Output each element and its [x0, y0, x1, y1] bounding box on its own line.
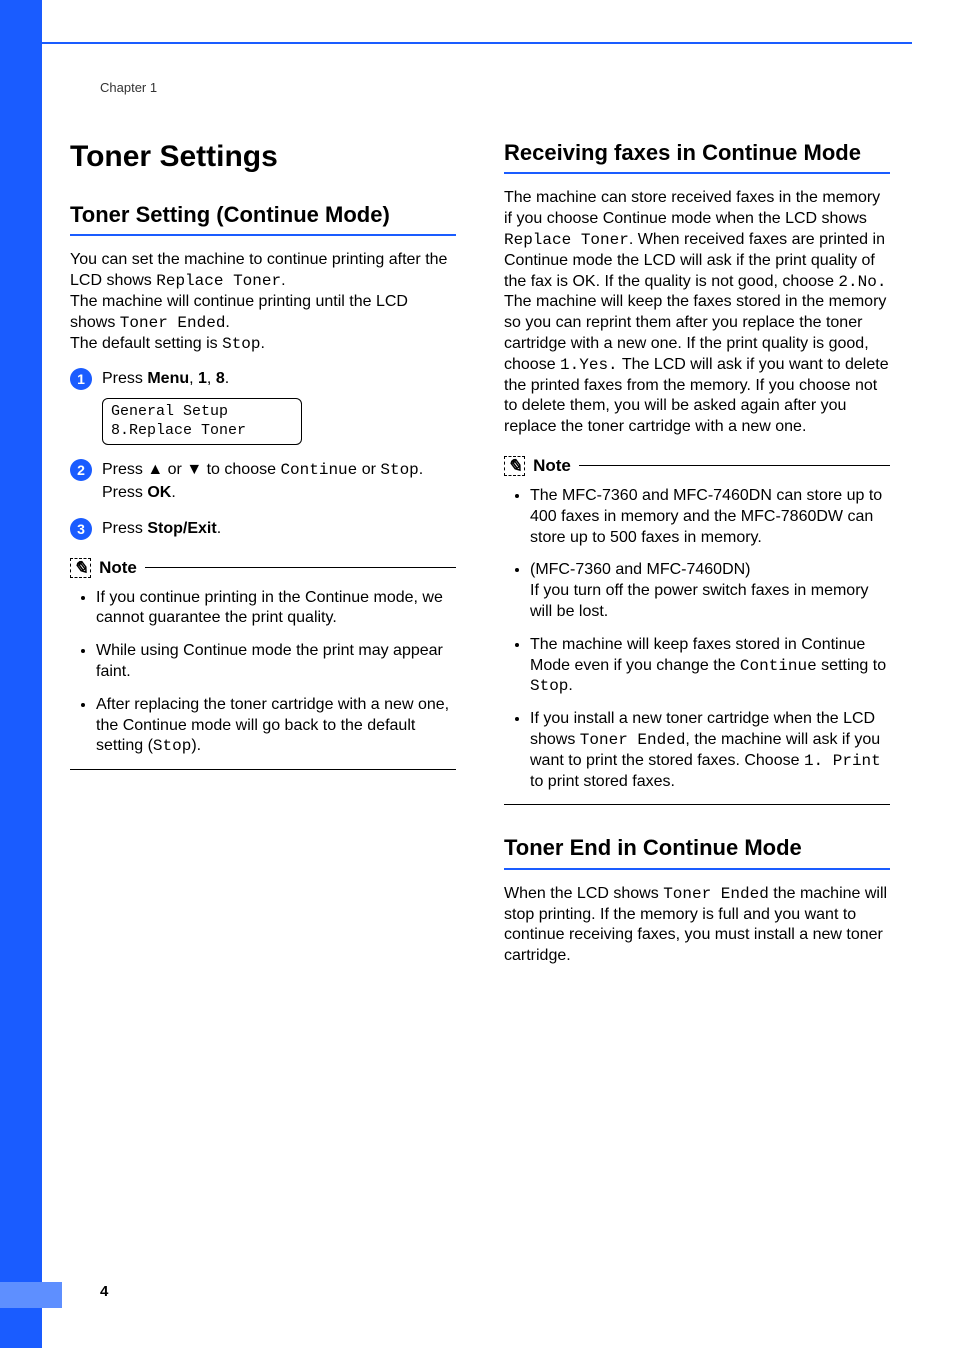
note-rule [579, 465, 890, 466]
option-text: Stop [380, 461, 418, 479]
step-3: 3 Press Stop/Exit. [70, 518, 456, 540]
note-label: Note [99, 558, 137, 578]
text: (MFC-7360 and MFC-7460DN) [530, 561, 751, 578]
key-label: Menu [147, 370, 189, 387]
note-bottom-rule [70, 769, 456, 770]
option-text: 1. Print [804, 752, 881, 770]
text: Press [102, 370, 147, 387]
text: . [261, 335, 265, 352]
text: to choose [202, 461, 280, 478]
top-rule [42, 42, 912, 44]
text: . [419, 461, 423, 478]
note-header: ✎ Note [504, 456, 890, 476]
note-item: The machine will keep faxes stored in Co… [530, 635, 890, 697]
note-list: The MFC-7360 and MFC-7460DN can store up… [530, 486, 890, 792]
note-item: While using Continue mode the print may … [96, 641, 456, 683]
option-text: 2.No. [838, 273, 886, 291]
text: or [163, 461, 186, 478]
note-label: Note [533, 456, 571, 476]
note-icon: ✎ [70, 558, 91, 578]
key-label: OK [147, 484, 171, 501]
key-label: 1 [198, 370, 207, 387]
lcd-text: Replace Toner [504, 231, 629, 249]
lcd-text: Toner Ended [663, 885, 769, 903]
note-icon: ✎ [504, 456, 525, 476]
text: Press [102, 461, 147, 478]
left-column: Toner Settings Toner Setting (Continue M… [70, 140, 456, 967]
text: After replacing the toner cartridge with… [96, 696, 449, 755]
note-item: If you continue printing in the Continue… [96, 588, 456, 630]
step-number-badge: 3 [70, 518, 92, 540]
text: The default setting is [70, 335, 222, 352]
chapter-label: Chapter 1 [100, 80, 157, 95]
lcd-display: General Setup 8.Replace Toner [102, 398, 302, 446]
lcd-text: Toner Ended [120, 314, 226, 332]
option-text: Continue [740, 657, 817, 675]
note-item: (MFC-7360 and MFC-7460DN) If you turn of… [530, 560, 890, 622]
text: setting to [817, 657, 886, 674]
text: , [207, 370, 216, 387]
note-list: If you continue printing in the Continue… [96, 588, 456, 758]
step-text: Press Menu, 1, 8. General Setup 8.Replac… [102, 368, 456, 445]
text: . [225, 370, 229, 387]
text: Press [102, 484, 147, 501]
note-rule [145, 567, 456, 568]
blue-sidebar [0, 0, 42, 1348]
option-text: Stop [530, 677, 568, 695]
section-title: Toner Settings [70, 140, 456, 174]
text: . [568, 677, 572, 694]
text: , [189, 370, 198, 387]
text: or [357, 461, 380, 478]
content-columns: Toner Settings Toner Setting (Continue M… [70, 140, 890, 967]
text: When the LCD shows [504, 885, 663, 902]
text: . [217, 520, 221, 537]
step-number-badge: 2 [70, 459, 92, 481]
up-arrow-icon: ▲ [147, 461, 163, 478]
text: . [281, 272, 285, 289]
option-text: Stop [153, 737, 191, 755]
step-number-badge: 1 [70, 368, 92, 390]
text: . [171, 484, 175, 501]
note-item: The MFC-7360 and MFC-7460DN can store up… [530, 486, 890, 548]
lcd-text: Stop [222, 335, 260, 353]
lcd-line: General Setup [111, 403, 293, 422]
intro-paragraph: You can set the machine to continue prin… [70, 250, 456, 354]
text: ). [191, 737, 201, 754]
step-text: Press ▲ or ▼ to choose Continue or Stop.… [102, 459, 456, 503]
option-text: Continue [280, 461, 357, 479]
page-root: Chapter 1 Toner Settings Toner Setting (… [0, 0, 954, 1348]
subsection-heading: Toner End in Continue Mode [504, 835, 890, 869]
key-label: 8 [216, 370, 225, 387]
key-label: Stop/Exit [147, 520, 216, 537]
step-text: Press Stop/Exit. [102, 518, 456, 540]
note-bottom-rule [504, 804, 890, 805]
subsection-heading: Toner Setting (Continue Mode) [70, 202, 456, 236]
bottom-accent [0, 1282, 62, 1308]
step-1: 1 Press Menu, 1, 8. General Setup 8.Repl… [70, 368, 456, 445]
paragraph: The machine can store received faxes in … [504, 188, 890, 438]
step-2: 2 Press ▲ or ▼ to choose Continue or Sto… [70, 459, 456, 503]
page-number: 4 [100, 1283, 108, 1300]
text: Press [102, 520, 147, 537]
lcd-text: Replace Toner [156, 272, 281, 290]
lcd-text: Toner Ended [580, 731, 686, 749]
subsection-heading: Receiving faxes in Continue Mode [504, 140, 890, 174]
note-item: If you install a new toner cartridge whe… [530, 709, 890, 792]
text: The machine can store received faxes in … [504, 189, 880, 227]
text: to print stored faxes. [530, 773, 675, 790]
note-header: ✎ Note [70, 558, 456, 578]
text: . [225, 314, 229, 331]
down-arrow-icon: ▼ [186, 461, 202, 478]
lcd-line: 8.Replace Toner [111, 422, 293, 441]
right-column: Receiving faxes in Continue Mode The mac… [504, 140, 890, 967]
paragraph: When the LCD shows Toner Ended the machi… [504, 884, 890, 967]
note-item: After replacing the toner cartridge with… [96, 695, 456, 757]
text: If you turn off the power switch faxes i… [530, 582, 869, 620]
option-text: 1.Yes. [560, 356, 618, 374]
